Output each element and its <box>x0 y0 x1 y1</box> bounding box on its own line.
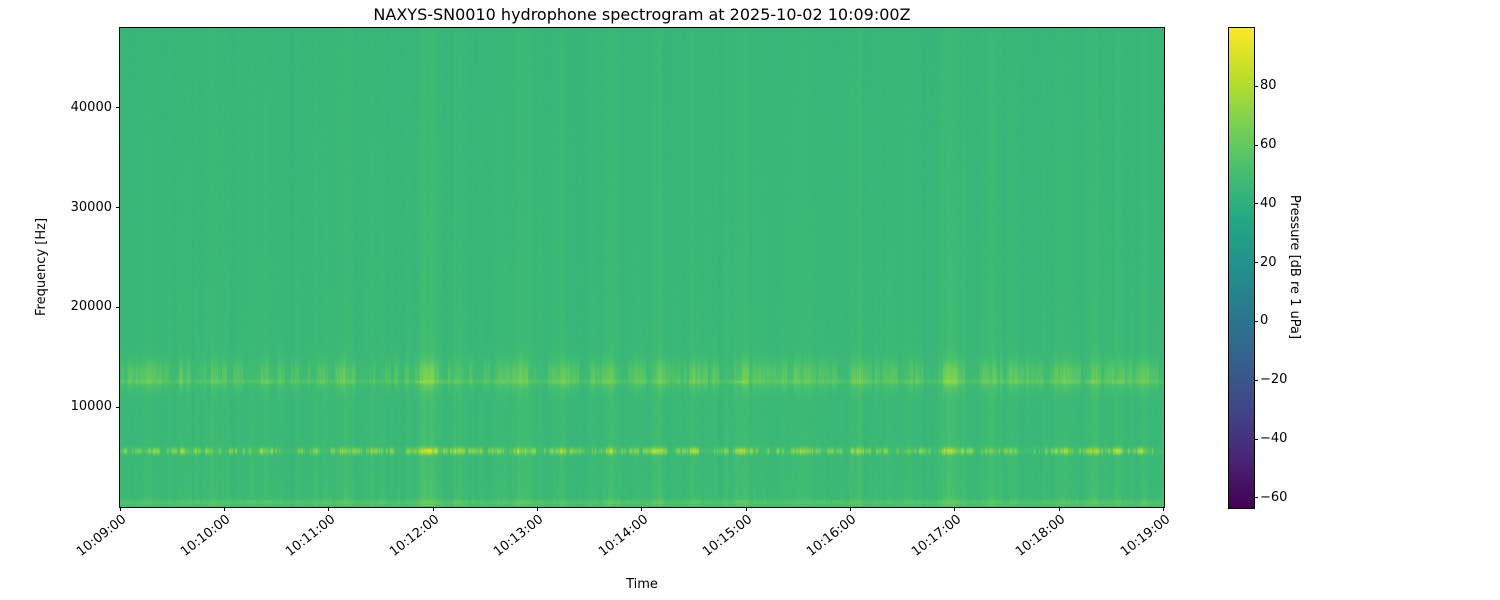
y-tick-mark <box>116 207 120 209</box>
colorbar-tick-label: −40 <box>1260 431 1288 447</box>
colorbar-tick-mark <box>1254 262 1258 264</box>
colorbar-tick-label: −20 <box>1260 372 1288 388</box>
y-tick-mark <box>116 306 120 308</box>
x-tick-mark <box>1058 507 1060 511</box>
colorbar-tick-label: 20 <box>1260 254 1277 270</box>
colorbar-tick-mark <box>1254 144 1258 146</box>
colorbar-tick-mark <box>1254 320 1258 322</box>
colorbar-tick-mark <box>1254 497 1258 499</box>
x-tick-mark <box>849 507 851 511</box>
y-tick-label: 30000 <box>70 199 112 215</box>
colorbar-tick-mark <box>1254 85 1258 87</box>
y-tick-mark <box>116 406 120 408</box>
colorbar-tick-mark <box>1254 203 1258 205</box>
x-tick-mark <box>432 507 434 511</box>
colorbar-tick-label: 40 <box>1260 195 1277 211</box>
y-tick-label: 10000 <box>70 399 112 415</box>
x-tick-mark <box>223 507 225 511</box>
x-tick-mark <box>954 507 956 511</box>
x-tick-mark <box>641 507 643 511</box>
chart-title: NAXYS-SN0010 hydrophone spectrogram at 2… <box>373 5 911 24</box>
y-tick-mark <box>116 107 120 109</box>
spectrogram-heatmap <box>120 28 1164 507</box>
y-tick-label: 20000 <box>70 299 112 315</box>
x-tick-mark <box>745 507 747 511</box>
x-tick-mark <box>328 507 330 511</box>
colorbar-tick-label: −60 <box>1260 489 1288 505</box>
y-tick-label: 40000 <box>70 99 112 115</box>
colorbar-tick-label: 60 <box>1260 137 1277 153</box>
colorbar-tick-mark <box>1254 438 1258 440</box>
x-axis-label: Time <box>626 577 658 592</box>
colorbar-tick-mark <box>1254 379 1258 381</box>
colorbar-tick-label: 0 <box>1260 313 1269 329</box>
x-tick-mark <box>536 507 538 511</box>
colorbar-label: Pressure [dB re 1 uPa] <box>1287 194 1302 340</box>
x-tick-mark <box>1163 507 1164 511</box>
colorbar-tick-label: 80 <box>1260 78 1277 94</box>
x-tick-mark <box>119 507 121 511</box>
colorbar <box>1228 27 1255 509</box>
x-tick-label: 10:09:00 <box>73 512 130 560</box>
y-axis-label: Frequency [Hz] <box>34 217 49 317</box>
